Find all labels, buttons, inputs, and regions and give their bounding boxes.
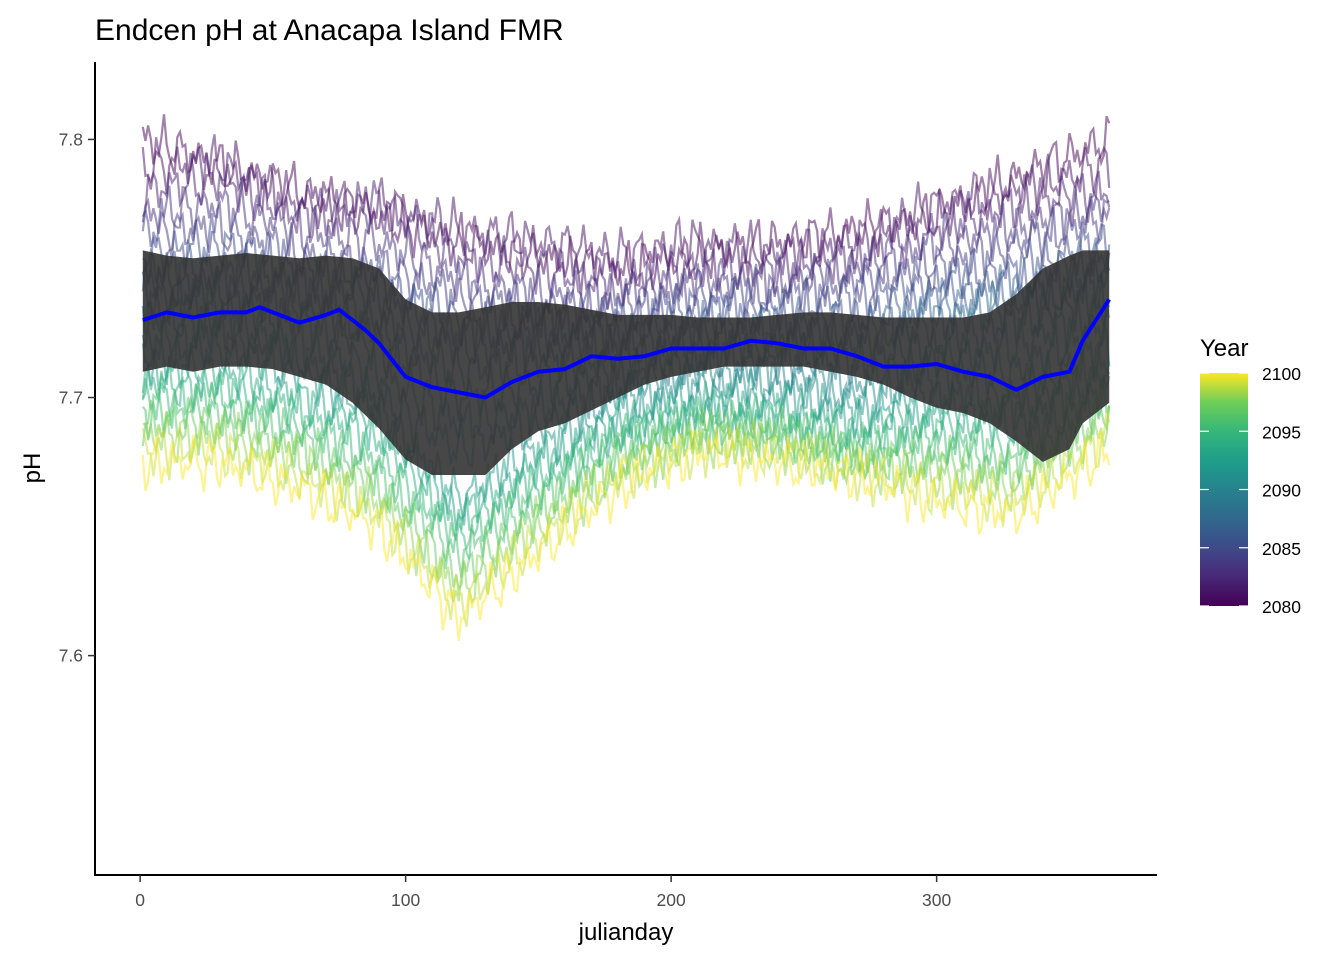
legend-tick-label: 2080 <box>1262 597 1301 617</box>
x-tick-label: 300 <box>922 890 951 910</box>
legend-tick-label: 2095 <box>1262 422 1301 442</box>
legend-tick-label: 2085 <box>1262 539 1301 559</box>
y-axis-title: pH <box>19 453 46 484</box>
legend-tick-label: 2090 <box>1262 481 1301 501</box>
x-tick-label: 200 <box>657 890 686 910</box>
y-tick-label: 7.7 <box>59 388 83 408</box>
x-ticks: 0 100 200 300 <box>135 875 951 910</box>
mean-line <box>142 298 1111 400</box>
chart-title: Endcen pH at Anacapa Island FMR <box>95 14 564 47</box>
x-tick-label: 100 <box>391 890 420 910</box>
legend-tick-label: 2100 <box>1262 364 1301 384</box>
legend-title: Year <box>1200 335 1249 362</box>
x-axis-title: julianday <box>578 919 674 946</box>
y-tick-label: 7.6 <box>59 646 83 666</box>
year-legend: Year 2080 2085 2090 2095 2100 <box>1200 335 1301 617</box>
y-ticks: 7.6 7.7 7.8 <box>59 129 95 666</box>
legend-ticks: 2080 2085 2090 2095 2100 <box>1200 364 1301 617</box>
y-tick-label: 7.8 <box>59 129 83 149</box>
year-line-2100 <box>141 426 1111 641</box>
mean-layer <box>142 298 1111 400</box>
ribbon-layer <box>142 250 1110 475</box>
confidence-ribbon <box>142 250 1110 475</box>
x-tick-label: 0 <box>135 890 145 910</box>
